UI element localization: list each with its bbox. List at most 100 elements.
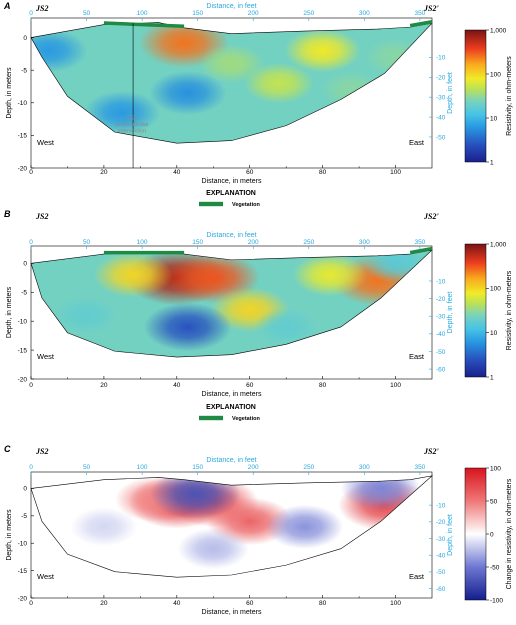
colorbar-tick-label: 100 bbox=[490, 465, 501, 472]
side-label-east: East bbox=[409, 352, 425, 361]
y2-axis-title: Depth, in feet bbox=[447, 292, 454, 334]
y2-tick-label: -50 bbox=[436, 134, 446, 141]
y-tick-label: -15 bbox=[18, 347, 28, 354]
x-tick-label: 0 bbox=[29, 169, 33, 176]
x2-tick-label: 300 bbox=[359, 464, 370, 471]
panel-A: A JS2 JS2' Distance, in feet JS2Cperpendicul… bbox=[3, 1, 513, 208]
x2-tick-label: 350 bbox=[414, 239, 425, 246]
x2-tick-label: 250 bbox=[303, 10, 314, 17]
y2-tick-label: -20 bbox=[436, 75, 446, 82]
x2-tick-label: 0 bbox=[29, 10, 33, 17]
y-tick-label: -5 bbox=[21, 67, 27, 74]
colorbar-tick-label: 10 bbox=[490, 115, 498, 122]
resistivity-anomaly bbox=[93, 252, 173, 298]
resistivity-anomaly bbox=[70, 507, 138, 547]
x2-tick-label: 200 bbox=[248, 464, 259, 471]
y-axis-title: Depth, in meters bbox=[6, 286, 13, 338]
resistivity-anomaly bbox=[148, 71, 227, 115]
y-tick-label: 0 bbox=[23, 35, 27, 42]
y2-tick-label: -60 bbox=[436, 586, 446, 593]
x-tick-label: 60 bbox=[246, 382, 254, 389]
side-label-west: West bbox=[37, 138, 55, 147]
colorbar bbox=[464, 29, 487, 163]
y2-tick-label: -40 bbox=[436, 553, 446, 560]
x2-tick-label: 150 bbox=[192, 464, 203, 471]
y-tick-label: -5 bbox=[21, 290, 27, 297]
resistivity-anomaly bbox=[243, 62, 315, 104]
x2-tick-label: 200 bbox=[248, 10, 259, 17]
intersection-annotation: intersection bbox=[118, 128, 146, 134]
x2-tick-label: 100 bbox=[137, 464, 148, 471]
x-tick-label: 40 bbox=[173, 169, 181, 176]
top-axis-title: Distance, in feet bbox=[206, 457, 256, 464]
side-label-east: East bbox=[409, 138, 425, 147]
panel-letter: B bbox=[4, 209, 11, 219]
x2-tick-label: 300 bbox=[359, 239, 370, 246]
x-tick-label: 0 bbox=[29, 600, 33, 607]
x2-tick-label: 150 bbox=[192, 239, 203, 246]
resistivity-anomaly bbox=[31, 28, 88, 73]
colorbar-tick-label: 1,000 bbox=[490, 241, 507, 248]
colorbar bbox=[464, 243, 487, 378]
x-tick-label: 20 bbox=[100, 382, 108, 389]
y-tick-label: 0 bbox=[23, 261, 27, 268]
y-tick-label: -10 bbox=[18, 541, 28, 548]
colorbar-tick-label: 0 bbox=[490, 531, 494, 538]
section-end-label: JS2' bbox=[423, 212, 439, 221]
y-tick-label: -10 bbox=[18, 318, 28, 325]
x-tick-label: 100 bbox=[390, 600, 401, 607]
y2-axis-title: Depth, in feet bbox=[447, 72, 454, 114]
colorbar-title: Resistivity, in ohm-meters bbox=[506, 56, 513, 136]
vegetation-legend-swatch bbox=[199, 415, 223, 421]
x2-tick-label: 350 bbox=[414, 10, 425, 17]
y2-tick-label: -10 bbox=[436, 278, 446, 285]
y2-tick-label: -30 bbox=[436, 314, 446, 321]
x-axis-title: Distance, in meters bbox=[202, 609, 262, 616]
intersection-annotation: perpendicular bbox=[115, 122, 148, 128]
colorbar-tick-label: 10 bbox=[490, 330, 498, 337]
vegetation-legend-swatch bbox=[199, 201, 223, 207]
side-label-west: West bbox=[37, 352, 55, 361]
x-tick-label: 80 bbox=[319, 169, 327, 176]
x2-tick-label: 150 bbox=[192, 10, 203, 17]
intersection-annotation: JS2C bbox=[125, 116, 138, 122]
section-fill bbox=[31, 22, 432, 144]
section-end-label: JS2' bbox=[423, 447, 439, 456]
x2-tick-label: 350 bbox=[414, 464, 425, 471]
panel-letter: A bbox=[3, 1, 11, 11]
y2-tick-label: -10 bbox=[436, 502, 446, 509]
plot-frame bbox=[30, 17, 433, 169]
x-tick-label: 80 bbox=[319, 382, 327, 389]
top-axis-title: Distance, in feet bbox=[206, 232, 256, 239]
colorbar-title: Resistivity, in ohm-meters bbox=[506, 270, 513, 350]
y-tick-label: -20 bbox=[18, 165, 28, 172]
resistivity-anomaly bbox=[320, 71, 384, 109]
y-tick-label: -20 bbox=[18, 376, 28, 383]
x-tick-label: 20 bbox=[100, 169, 108, 176]
x-tick-label: 40 bbox=[173, 600, 181, 607]
resistivity-anomaly bbox=[54, 296, 118, 335]
y2-tick-label: -60 bbox=[436, 366, 446, 373]
y2-tick-label: -50 bbox=[436, 349, 446, 356]
x-axis-title: Distance, in meters bbox=[202, 391, 262, 398]
x2-tick-label: 50 bbox=[83, 239, 91, 246]
y-axis-title: Depth, in meters bbox=[6, 67, 13, 119]
y2-tick-label: -40 bbox=[436, 331, 446, 338]
y-tick-label: -20 bbox=[18, 595, 28, 602]
colorbar-tick-label: -100 bbox=[490, 597, 503, 604]
resistivity-anomaly bbox=[177, 528, 249, 570]
section-fill bbox=[31, 250, 432, 358]
x-tick-label: 0 bbox=[29, 382, 33, 389]
x2-tick-label: 100 bbox=[137, 10, 148, 17]
x-tick-label: 40 bbox=[173, 382, 181, 389]
resistivity-anomaly bbox=[143, 302, 232, 352]
y-axis-title: Depth, in meters bbox=[6, 509, 13, 561]
y-tick-label: -10 bbox=[18, 100, 28, 107]
section-fill bbox=[31, 475, 432, 578]
colorbar-tick-label: 1 bbox=[490, 374, 494, 381]
x-tick-label: 100 bbox=[390, 382, 401, 389]
colorbar-tick-label: -50 bbox=[490, 564, 500, 571]
explanation-title: EXPLANATION bbox=[206, 190, 256, 197]
panel-C: C JS2 JS2' Distance, in feet 0 20 40 60 80 100 Dis… bbox=[4, 444, 513, 616]
x2-tick-label: 250 bbox=[303, 239, 314, 246]
